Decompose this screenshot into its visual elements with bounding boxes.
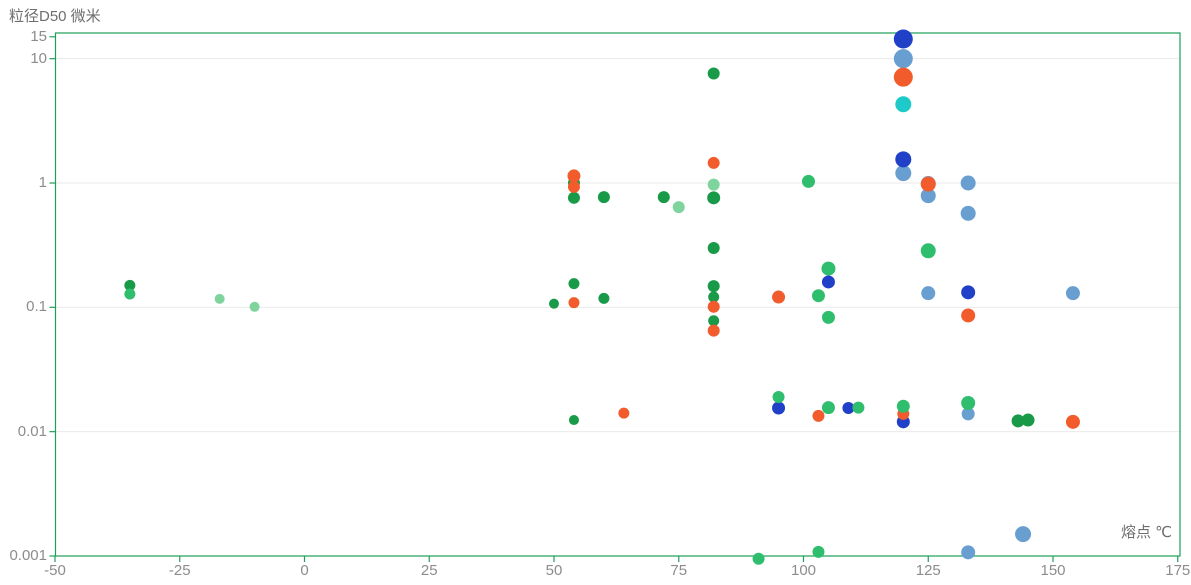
data-point-steel-blue[interactable] [961, 407, 975, 421]
data-point-green[interactable] [821, 261, 836, 276]
data-point-green-dark[interactable] [568, 415, 579, 426]
data-point-green-dark[interactable] [124, 279, 136, 291]
data-point-green[interactable] [812, 545, 825, 558]
y-tick-label: 0.001 [9, 546, 47, 564]
data-point-green-dark[interactable] [657, 191, 670, 204]
data-point-green-dark[interactable] [1011, 414, 1025, 428]
data-point-orange[interactable] [618, 407, 630, 419]
data-point-green[interactable] [821, 401, 835, 415]
x-tick-label: -50 [44, 562, 66, 579]
data-point-green-light[interactable] [707, 178, 720, 191]
y-tick-label: 0.01 [17, 422, 47, 440]
data-point-orange[interactable] [812, 409, 825, 422]
data-point-green-dark[interactable] [1021, 413, 1035, 427]
data-point-steel-blue[interactable] [920, 188, 936, 204]
y-axis-title: 粒径D50 微米 [9, 8, 101, 25]
y-tick-label: 15 [30, 27, 47, 45]
data-point-steel-blue[interactable] [1015, 526, 1032, 543]
data-point-royal-blue[interactable] [821, 275, 835, 289]
data-point-green-dark[interactable] [708, 291, 720, 303]
data-point-steel-blue[interactable] [960, 205, 976, 221]
x-axis-title: 熔点 ℃ [1120, 524, 1172, 541]
x-tick-label: -25 [168, 562, 191, 579]
data-point-green[interactable] [961, 396, 976, 411]
data-point-green-light[interactable] [214, 293, 225, 304]
data-point-green-light[interactable] [672, 201, 685, 214]
data-point-orange[interactable] [707, 156, 720, 169]
data-point-royal-blue[interactable] [895, 151, 912, 168]
data-point-green[interactable] [920, 243, 936, 259]
data-point-green-light[interactable] [249, 301, 260, 312]
y-tick-label: 10 [30, 49, 47, 67]
data-point-royal-blue[interactable] [893, 29, 913, 49]
data-point-green[interactable] [821, 310, 835, 324]
x-tick-label: 50 [545, 562, 563, 579]
data-point-green-dark[interactable] [707, 280, 720, 293]
data-point-green-dark[interactable] [549, 298, 559, 309]
data-point-green[interactable] [811, 289, 825, 303]
data-point-orange[interactable] [707, 324, 720, 337]
data-point-green-dark[interactable] [597, 191, 610, 204]
data-point-green[interactable] [772, 391, 785, 404]
data-point-orange[interactable] [707, 300, 720, 313]
data-point-orange[interactable] [920, 176, 936, 192]
data-point-green[interactable] [801, 174, 815, 188]
data-point-green-dark[interactable] [708, 315, 720, 327]
data-point-green-dark[interactable] [707, 67, 720, 80]
data-point-green[interactable] [752, 552, 765, 565]
data-point-steel-blue[interactable] [895, 165, 912, 182]
data-point-orange[interactable] [961, 308, 976, 323]
x-tick-label: 125 [915, 562, 941, 579]
data-point-royal-blue[interactable] [772, 401, 786, 415]
x-tick-label: 75 [670, 562, 688, 579]
data-point-green-dark[interactable] [707, 191, 721, 205]
data-point-steel-blue[interactable] [961, 545, 976, 560]
data-point-steel-blue[interactable] [921, 286, 936, 301]
data-point-green[interactable] [124, 288, 136, 300]
data-point-orange[interactable] [567, 180, 580, 193]
data-point-orange[interactable] [893, 67, 913, 87]
data-point-orange[interactable] [567, 169, 581, 183]
y-tick-label: 0.1 [26, 298, 47, 316]
data-point-green-dark[interactable] [598, 292, 610, 304]
axis-frame [54, 32, 1181, 557]
data-point-royal-blue[interactable] [961, 285, 976, 300]
data-point-green-dark[interactable] [567, 191, 580, 204]
data-point-green[interactable] [896, 399, 910, 413]
data-point-royal-blue[interactable] [842, 401, 855, 414]
x-tick-label: 25 [420, 562, 438, 579]
x-tick-label: 100 [790, 562, 817, 579]
data-point-steel-blue[interactable] [1065, 286, 1080, 301]
data-point-orange[interactable] [568, 297, 580, 309]
data-point-green-dark[interactable] [568, 278, 580, 290]
x-tick-label: 175 [1165, 562, 1191, 579]
y-tick-label: 1 [38, 174, 47, 191]
data-point-steel-blue[interactable] [893, 49, 913, 69]
data-point-steel-blue[interactable] [960, 175, 976, 191]
data-point-green[interactable] [852, 401, 865, 414]
data-point-orange[interactable] [772, 290, 786, 304]
data-point-orange[interactable] [1065, 414, 1080, 429]
data-point-cyan[interactable] [895, 96, 912, 113]
x-tick-label: 0 [300, 562, 309, 579]
data-point-green-dark[interactable] [707, 242, 720, 255]
x-tick-label: 150 [1040, 562, 1066, 579]
